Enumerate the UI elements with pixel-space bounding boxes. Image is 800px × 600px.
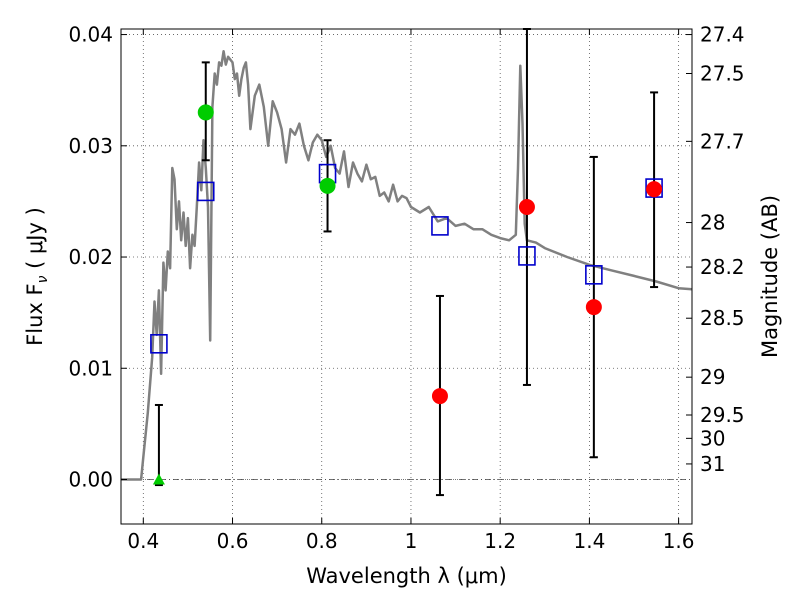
y-axis-label-unit: ( μJy ) bbox=[23, 207, 47, 275]
x-tick-label: 0.6 bbox=[217, 529, 249, 553]
data-point-circle bbox=[646, 181, 663, 198]
plot-frame bbox=[120, 28, 693, 525]
y-axis: 0.00 0.01 0.02 0.03 0.04 bbox=[68, 23, 127, 492]
plot-area bbox=[121, 28, 693, 497]
y-axis-label-main: Flux F bbox=[23, 283, 47, 345]
x-tick-label: 1.6 bbox=[663, 529, 695, 553]
grid bbox=[121, 29, 692, 524]
magnitude-tick-label: 27.4 bbox=[700, 23, 745, 47]
magnitude-tick-label: 29 bbox=[700, 365, 725, 389]
y-axis-label-subscript: ν bbox=[35, 275, 51, 283]
x-axis: 0.4 0.6 0.8 1 1.2 1.4 1.6 bbox=[127, 29, 695, 553]
y-tick-label: 0.00 bbox=[68, 468, 113, 492]
x-axis-label: Wavelength λ (μm) bbox=[306, 564, 507, 588]
magnitude-tick-label: 29.5 bbox=[700, 403, 745, 427]
y-tick-label: 0.02 bbox=[68, 245, 113, 269]
magnitude-tick-label: 28 bbox=[700, 211, 725, 235]
x-tick-label: 0.4 bbox=[127, 529, 159, 553]
y-axis-label: Flux Fν ( μJy ) bbox=[23, 207, 51, 346]
data-point-circle bbox=[319, 177, 336, 194]
photometry-square-marker bbox=[431, 216, 449, 236]
magnitude-tick-label: 30 bbox=[700, 426, 725, 450]
magnitude-axis-label: Magnitude (AB) bbox=[758, 195, 782, 358]
magnitude-tick-label: 31 bbox=[700, 452, 725, 476]
x-tick-label: 1.4 bbox=[573, 529, 605, 553]
magnitude-tick-label: 28.5 bbox=[700, 306, 745, 330]
y-tick-label: 0.04 bbox=[68, 23, 113, 47]
photometry-square-marker bbox=[150, 333, 168, 354]
photometry-square-marker bbox=[585, 265, 603, 285]
upper-limit-triangle bbox=[152, 473, 165, 485]
y-tick-label: 0.03 bbox=[68, 134, 113, 158]
magnitude-tick-label: 28.2 bbox=[700, 255, 745, 279]
data-point-circle bbox=[431, 388, 448, 405]
data-point-circle bbox=[197, 104, 214, 121]
photometry-square-marker bbox=[196, 181, 215, 202]
y-tick-label: 0.01 bbox=[68, 356, 113, 380]
error-bar bbox=[154, 403, 163, 487]
x-tick-label: 1.2 bbox=[484, 529, 516, 553]
data-point-circle bbox=[585, 299, 602, 316]
magnitude-tick-label: 27.7 bbox=[700, 129, 745, 153]
model-spectrum-line bbox=[121, 49, 693, 481]
photometry-square-marker bbox=[518, 246, 536, 266]
magnitude-tick-label: 27.5 bbox=[700, 61, 745, 85]
data-point-circle bbox=[518, 198, 535, 215]
x-tick-label: 0.8 bbox=[306, 529, 338, 553]
x-tick-label: 1 bbox=[405, 529, 418, 553]
